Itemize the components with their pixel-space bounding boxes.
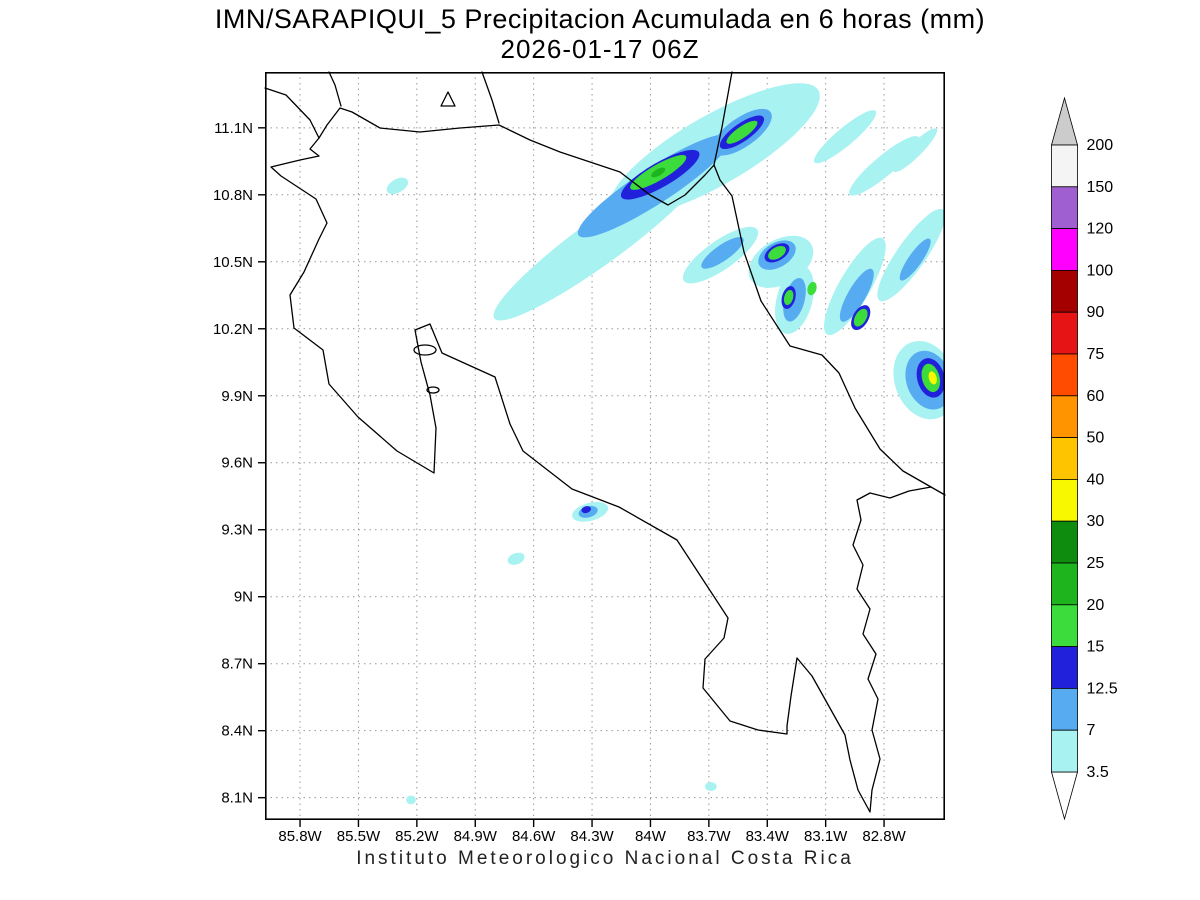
precip-blob-3.5mm [386,177,409,195]
lat-tick-label: 11.1N [214,120,253,137]
footer-caption: Instituto Meteorologico Nacional Costa R… [356,848,854,869]
legend-label-90: 90 [1087,304,1105,321]
legend-band-100mm [1051,228,1078,271]
lat-tick-label: 8.1N [221,790,253,807]
precip-blob-7mm [899,238,931,281]
precip-blob-15mm [853,308,868,327]
precip-blob-3.5mm [704,782,717,791]
legend-band-120mm [1051,186,1078,230]
legend-label-50: 50 [1087,430,1105,447]
legend-label-15: 15 [1087,639,1105,656]
precip-blob-3.5mm [507,552,525,565]
legend-band-12.5mm [1051,646,1078,689]
lon-tick-label: 85.5W [337,828,381,845]
legend-band-150mm [1051,144,1078,188]
precipitation-map: 85.8W 85.5W 85.2W 84.9W 84.6W 84.3W 84W 83.7W 83… [213,71,946,845]
lake-nicaragua-east-shore [481,71,500,124]
title-block: IMN/SARAPIQUI_5 Precipitacion Acumulada … [0,4,1200,64]
legend-label-200: 200 [1087,137,1114,154]
legend-band-15mm [1051,604,1078,647]
legend-band-75mm [1051,311,1078,355]
legend-label-3.5: 3.5 [1087,764,1109,781]
legend-under-arrow [1051,771,1079,821]
nicaragua-caribbean-coast [713,71,733,166]
precip-blob-15mm [768,245,786,260]
legend-band-40mm [1051,437,1078,480]
lon-tick-label: 84.6W [512,828,556,845]
lake-nicaragua-west-shore [328,71,342,107]
precipitation-layer [386,83,945,805]
panama-caribbean-coast [930,486,946,496]
precip-blob-3.5mm [406,795,416,805]
lat-tick-label: 8.7N [221,656,253,673]
legend-band-50mm [1051,395,1078,438]
nicaragua-pacific-coast [264,87,320,139]
legend-label-20: 20 [1087,597,1105,614]
legend-label-12.5: 12.5 [1087,680,1118,697]
lat-tick-label: 9.6N [221,455,253,472]
lon-tick-label: 83.7W [687,828,731,845]
precip-blob-3.5mm [849,135,919,196]
lon-tick-label: 84.9W [454,828,498,845]
precip-blob-15mm [726,120,758,144]
legend-over-arrow [1051,96,1079,146]
legend-label-75: 75 [1087,346,1105,363]
lon-tick-label: 84.3W [570,828,614,845]
legend-band-3.5mm [1051,729,1078,773]
color-scale-legend: 3.5 7 12.5 15 20 25 30 40 50 60 75 90 100 120 150 200 [1051,96,1118,821]
chira-island [413,344,437,356]
legend-label-120: 120 [1087,221,1114,238]
precip-blob-30mm [928,371,937,385]
lon-tick-label: 85.2W [395,828,439,845]
precip-blob-15mm [783,289,794,306]
legend-label-150: 150 [1087,179,1114,196]
precip-blob-7mm [839,268,874,322]
axis-layer: 85.8W 85.5W 85.2W 84.9W 84.6W 84.3W 84W 83.7W 83… [213,120,907,845]
lat-tick-label: 9N [234,589,253,606]
precip-blob-15mm [807,281,817,296]
legend-band-90mm [1051,269,1078,313]
lat-tick-label: 9.3N [221,522,253,539]
legend-band-20mm [1051,562,1078,606]
costa-rica-outline [270,107,932,813]
page-title: IMN/SARAPIQUI_5 Precipitacion Acumulada … [214,4,986,34]
precip-blob-3.5mm [814,110,877,164]
precip-blob-7mm [701,236,744,269]
lon-tick-label: 83.4W [746,828,790,845]
precip-blob-3.5mm [766,94,815,131]
legend-label-100: 100 [1087,262,1114,279]
lat-tick-label: 10.8N [213,187,253,204]
coastline-layer [264,71,946,813]
legend-label-40: 40 [1087,471,1105,488]
lon-tick-label: 85.8W [278,828,322,845]
page-subtitle: 2026-01-17 06Z [500,34,700,64]
gulf-island-small [426,386,440,394]
legend-label-60: 60 [1087,388,1105,405]
lat-tick-label: 8.4N [221,723,253,740]
legend-band-30mm [1051,478,1078,522]
map-frame [265,72,946,821]
grid-layer [265,72,945,820]
legend-band-60mm [1051,353,1078,397]
precip-blob-12.5mm [581,506,591,514]
lon-tick-label: 84W [635,828,667,845]
lat-tick-label: 10.2N [213,321,253,338]
precip-blob-3.5mm [893,128,938,173]
legend-band-7mm [1051,688,1078,731]
precip-blob-20mm [651,167,666,178]
legend-label-7: 7 [1087,722,1096,739]
solentiname-island [440,91,456,107]
lat-tick-label: 10.5N [213,254,253,271]
legend-label-25: 25 [1087,555,1105,572]
legend-band-25mm [1051,520,1078,564]
lat-tick-label: 9.9N [221,388,253,405]
lon-tick-label: 82.8W [862,828,906,845]
legend-label-30: 30 [1087,513,1105,530]
lon-tick-label: 83.1W [804,828,848,845]
